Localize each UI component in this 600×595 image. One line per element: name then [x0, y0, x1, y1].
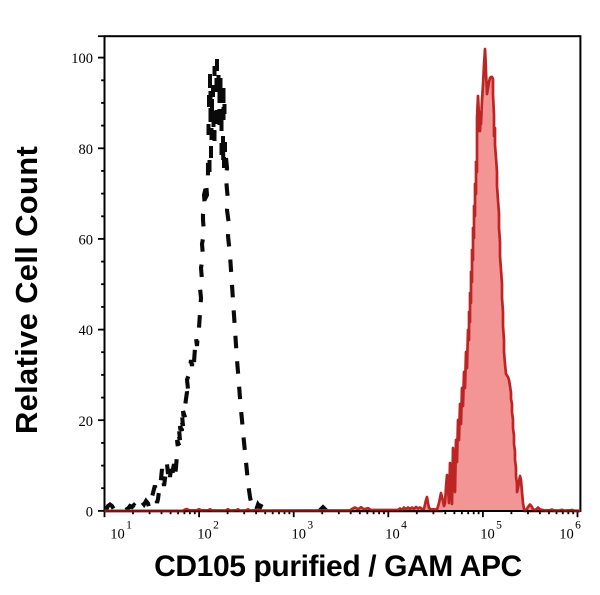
svg-text:2: 2 — [213, 519, 219, 531]
svg-text:1: 1 — [126, 519, 132, 531]
svg-text:10: 10 — [559, 527, 574, 543]
svg-text:6: 6 — [575, 519, 581, 531]
svg-text:3: 3 — [307, 519, 313, 531]
svg-text:10: 10 — [110, 527, 125, 543]
svg-text:20: 20 — [79, 414, 94, 430]
svg-text:40: 40 — [79, 323, 94, 339]
svg-text:Relative Cell Count: Relative Cell Count — [9, 146, 44, 434]
svg-text:10: 10 — [292, 527, 307, 543]
svg-text:60: 60 — [79, 233, 94, 249]
svg-text:5: 5 — [496, 519, 502, 531]
svg-text:10: 10 — [480, 527, 495, 543]
svg-text:10: 10 — [385, 527, 400, 543]
svg-text:0: 0 — [86, 505, 93, 521]
svg-text:4: 4 — [401, 519, 407, 531]
svg-text:10: 10 — [197, 527, 212, 543]
svg-text:CD105 purified / GAM APC: CD105 purified / GAM APC — [154, 550, 522, 583]
svg-text:80: 80 — [79, 142, 94, 158]
svg-text:100: 100 — [71, 51, 93, 67]
